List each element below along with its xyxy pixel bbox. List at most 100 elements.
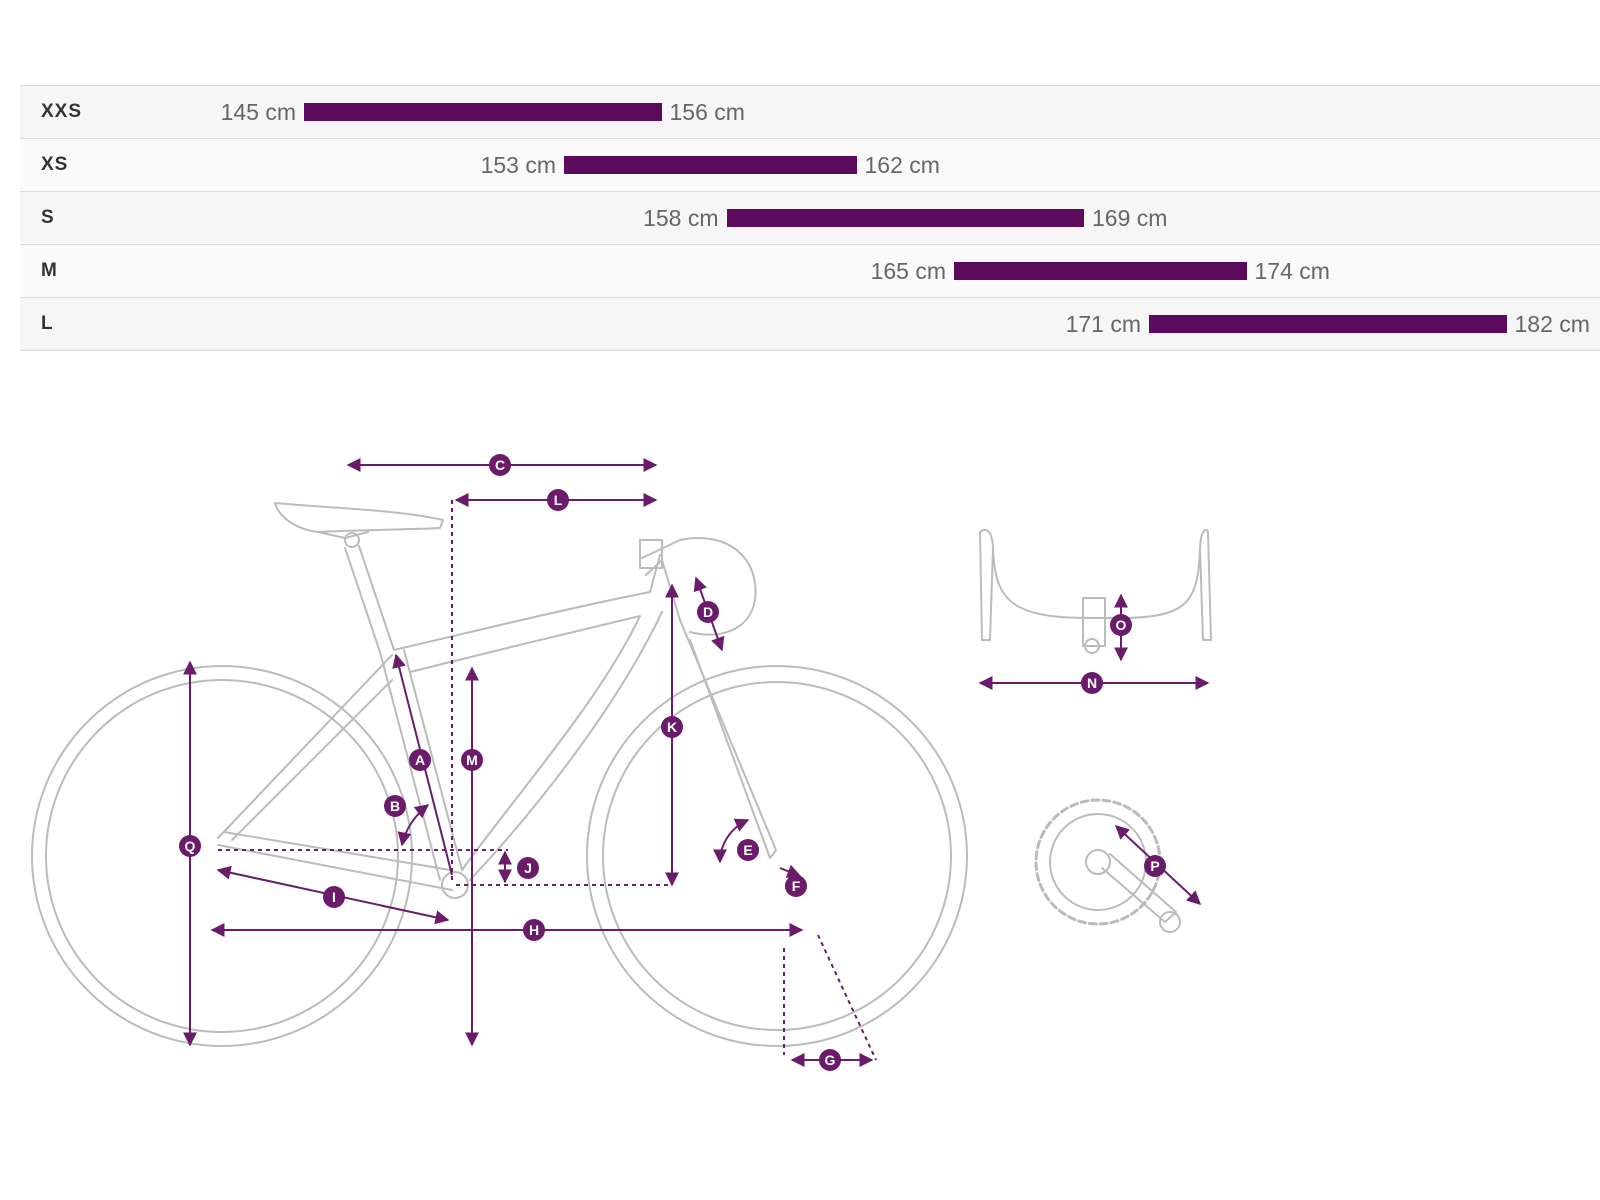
size-label: L — [41, 313, 54, 334]
size-label: XS — [41, 154, 69, 175]
marker-m: M — [461, 749, 483, 771]
range-bar — [564, 156, 857, 174]
marker-circle — [523, 919, 545, 941]
range-bar — [726, 209, 1084, 227]
size-chart-table: XXS 145 cm 156 cm XS 153 cm 162 cm S 158… — [20, 85, 1600, 351]
marker-f: F — [785, 875, 807, 897]
marker-label: I — [332, 889, 336, 905]
dimension-e-arc — [713, 818, 750, 864]
down-tube — [461, 611, 663, 881]
marker-label: L — [554, 492, 563, 508]
front-wheel-inner — [602, 681, 952, 1031]
marker-circle — [1144, 855, 1166, 877]
bike-outline — [31, 502, 1212, 1047]
stem — [639, 539, 663, 569]
range-max-label: 174 cm — [1254, 258, 1330, 284]
marker-circle — [661, 716, 683, 738]
marker-circle — [785, 875, 807, 897]
marker-circle — [517, 857, 539, 879]
marker-label: H — [529, 922, 539, 938]
size-row-s: S 158 cm 169 cm — [20, 192, 1600, 245]
size-label: S — [41, 207, 55, 228]
marker-o: O — [1110, 614, 1132, 636]
size-row-xxs: XXS 145 cm 156 cm — [20, 86, 1600, 139]
marker-p: P — [1144, 855, 1166, 877]
marker-circle — [1110, 614, 1132, 636]
size-label: XXS — [41, 101, 83, 122]
rear-wheel-outer — [31, 665, 413, 1047]
marker-label: J — [524, 860, 532, 876]
marker-q: Q — [179, 835, 201, 857]
range-max-label: 162 cm — [864, 152, 940, 178]
marker-i: I — [323, 886, 345, 908]
marker-label: M — [466, 752, 478, 768]
trail-axis-line — [817, 934, 877, 1061]
marker-circle — [323, 886, 345, 908]
handlebar-front — [979, 531, 1212, 641]
range-bar — [1149, 315, 1507, 333]
marker-a: A — [409, 749, 431, 771]
marker-label: E — [743, 842, 752, 858]
marker-label: Q — [185, 838, 196, 854]
marker-label: O — [1116, 617, 1127, 633]
seat-tube — [379, 649, 463, 881]
marker-label: N — [1087, 675, 1097, 691]
range-bar — [304, 103, 662, 121]
marker-circle — [461, 749, 483, 771]
marker-circle — [697, 601, 719, 623]
saddle-rail — [317, 531, 369, 539]
chainring-outer — [1034, 798, 1162, 926]
marker-label: K — [667, 719, 677, 735]
range-max-label: 182 cm — [1514, 311, 1590, 337]
pedal-axle — [1159, 911, 1181, 933]
marker-circle — [547, 489, 569, 511]
range-max-label: 156 cm — [669, 99, 745, 125]
range-min-label: 158 cm — [643, 205, 719, 231]
marker-b: B — [384, 795, 406, 817]
size-label: M — [41, 260, 58, 281]
chain-stay — [217, 831, 453, 891]
top-tube — [393, 554, 661, 673]
marker-label: D — [703, 604, 713, 620]
saddle — [274, 502, 444, 533]
fork — [645, 559, 777, 859]
measurement-lines — [183, 458, 1210, 1067]
marker-l: L — [547, 489, 569, 511]
chainring-inner — [1049, 813, 1147, 911]
range-max-label: 169 cm — [1092, 205, 1168, 231]
marker-label: P — [1150, 858, 1159, 874]
marker-k: K — [661, 716, 683, 738]
range-min-label: 153 cm — [480, 152, 556, 178]
marker-circle — [819, 1049, 841, 1071]
dimension-markers: A B C D E F G H I J K L M N O P Q — [179, 454, 1166, 1071]
marker-n: N — [1081, 672, 1103, 694]
size-row-l: L 171 cm 182 cm — [20, 298, 1600, 351]
size-row-m: M 165 cm 174 cm — [20, 245, 1600, 298]
range-min-label: 145 cm — [220, 99, 296, 125]
seat-stay — [217, 654, 393, 841]
rear-wheel-inner — [45, 679, 399, 1033]
size-row-xs: XS 153 cm 162 cm — [20, 139, 1600, 192]
handlebar-front-ends — [979, 529, 1209, 549]
marker-circle — [489, 454, 511, 476]
seatpost — [344, 545, 395, 653]
front-wheel-outer — [586, 665, 968, 1047]
dimension-b-arc — [397, 804, 430, 847]
dimension-f-line — [779, 864, 802, 878]
range-min-label: 165 cm — [870, 258, 946, 284]
marker-circle — [1081, 672, 1103, 694]
marker-c: C — [489, 454, 511, 476]
marker-e: E — [737, 839, 759, 861]
marker-label: C — [495, 457, 505, 473]
stem-bolt — [1084, 638, 1100, 654]
marker-label: G — [825, 1052, 836, 1068]
marker-label: B — [390, 798, 400, 814]
stem-front — [1082, 597, 1106, 647]
marker-circle — [179, 835, 201, 857]
marker-circle — [737, 839, 759, 861]
marker-d: D — [697, 601, 719, 623]
marker-g: G — [819, 1049, 841, 1071]
marker-h: H — [523, 919, 545, 941]
marker-label: F — [792, 878, 801, 894]
